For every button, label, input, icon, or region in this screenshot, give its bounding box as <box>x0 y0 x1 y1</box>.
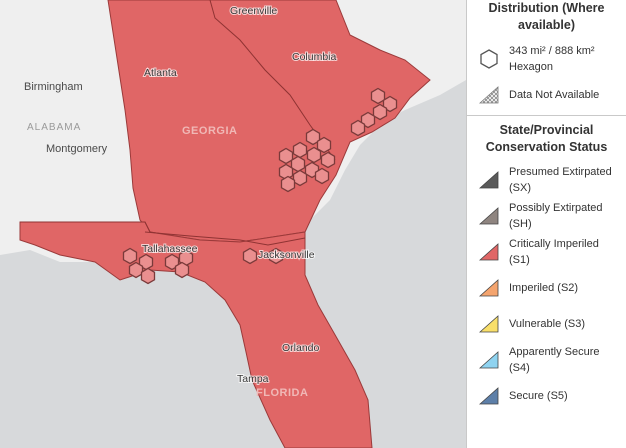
data-not-available-label: Data Not Available <box>509 89 600 101</box>
occurrence-hexagon[interactable] <box>292 169 308 187</box>
occurrence-hexagon[interactable] <box>178 249 194 267</box>
occurrence-hexagon[interactable] <box>320 151 336 169</box>
status-swatch-icon <box>478 171 499 189</box>
status-heading: State/Provincial Conservation Status <box>485 123 608 154</box>
legend-no-data-row: Data Not Available <box>467 83 626 107</box>
hexagon-layer <box>122 87 398 285</box>
range-area-florida[interactable] <box>19 221 373 448</box>
status-row: Secure (S5) <box>467 378 626 414</box>
occurrence-hexagon[interactable] <box>280 175 296 193</box>
hexagon-size-text: 343 mi² / 888 km² <box>509 45 595 57</box>
occurrence-hexagon[interactable] <box>292 141 308 159</box>
border-ga-fl <box>144 231 306 246</box>
occurrence-hexagon[interactable] <box>122 247 138 265</box>
map-view[interactable]: Greenville Columbia Birmingham Atlanta A… <box>0 0 466 448</box>
city-label-montgomery: Montgomery <box>46 143 108 155</box>
occurrence-hexagon[interactable] <box>370 87 386 105</box>
city-label-tampa: Tampa <box>237 373 269 385</box>
status-label: Apparently Secure (S4) <box>509 346 600 374</box>
status-swatch-icon <box>478 243 499 261</box>
occurrence-hexagon[interactable] <box>278 163 294 181</box>
status-row: Imperiled (S2) <box>467 270 626 306</box>
status-row: Presumed Extirpated (SX) <box>467 162 626 198</box>
status-label: Critically Imperiled (S1) <box>509 238 599 266</box>
city-label-birmingham: Birmingham <box>24 81 83 93</box>
status-swatch-icon <box>478 207 499 225</box>
border-ga-sc <box>209 0 336 161</box>
occurrence-hexagon[interactable] <box>242 247 258 265</box>
status-row: Possibly Extirpated (SH) <box>467 198 626 234</box>
occurrence-hexagon[interactable] <box>278 147 294 165</box>
occurrence-hexagon[interactable] <box>290 155 306 173</box>
status-row: Vulnerable (S3) <box>467 306 626 342</box>
occurrence-hexagon[interactable] <box>174 261 190 279</box>
city-label-orlando: Orlando <box>282 342 320 354</box>
status-label: Secure (S5) <box>509 390 568 402</box>
status-label: Presumed Extirpated (SX) <box>509 166 612 194</box>
checker-pattern-icon <box>478 86 499 104</box>
distribution-heading: Distribution (Where available) <box>488 1 605 32</box>
state-label-georgia: GEORGIA <box>182 125 237 137</box>
status-swatch-icon <box>478 315 499 333</box>
occurrence-hexagon[interactable] <box>306 146 322 164</box>
status-row: Critically Imperiled (S1) <box>467 234 626 270</box>
hexagon-label: Hexagon <box>509 61 554 73</box>
state-label-florida: FLORIDA <box>256 387 308 399</box>
status-list: Presumed Extirpated (SX) Possibly Extirpa… <box>467 162 626 414</box>
city-label-atlanta: Atlanta <box>144 67 177 79</box>
legend-panel: Distribution (Where available) 343 mi² /… <box>466 0 626 448</box>
city-label-columbia: Columbia <box>292 51 337 63</box>
occurrence-hexagon[interactable] <box>350 119 366 137</box>
legend-divider <box>467 115 626 116</box>
status-label: Vulnerable (S3) <box>509 318 586 330</box>
status-row: Apparently Secure (S4) <box>467 342 626 378</box>
hexagon-icon <box>480 49 498 69</box>
occurrence-hexagon[interactable] <box>140 267 156 285</box>
state-label-alabama: ALABAMA <box>27 122 81 133</box>
status-label: Imperiled (S2) <box>509 282 579 294</box>
border-al-fl <box>20 221 151 233</box>
city-label-tallahassee: Tallahassee <box>142 243 198 255</box>
city-label-jacksonville: Jacksonville <box>258 249 315 261</box>
range-area-georgia-sc[interactable] <box>107 0 431 243</box>
occurrence-hexagon[interactable] <box>372 103 388 121</box>
city-label-greenville: Greenville <box>230 5 277 17</box>
status-label: Possibly Extirpated (SH) <box>509 202 603 230</box>
status-swatch-icon <box>478 279 499 297</box>
status-swatch-icon <box>478 351 499 369</box>
legend-hexagon-row: 343 mi² / 888 km² Hexagon <box>467 43 626 75</box>
status-swatch-icon <box>478 387 499 405</box>
occurrence-hexagon[interactable] <box>314 167 330 185</box>
occurrence-hexagon[interactable] <box>268 247 284 265</box>
occurrence-hexagon[interactable] <box>128 261 144 279</box>
